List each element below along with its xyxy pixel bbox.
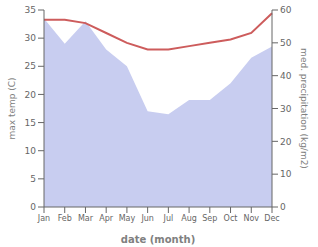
svg-text:Jul: Jul (163, 214, 174, 223)
svg-text:35: 35 (25, 5, 36, 15)
svg-text:5: 5 (30, 174, 36, 184)
svg-text:Apr: Apr (99, 214, 114, 223)
svg-text:Nov: Nov (243, 214, 259, 223)
svg-text:Aug: Aug (181, 214, 197, 223)
svg-text:Jan: Jan (37, 214, 50, 223)
svg-text:0: 0 (30, 202, 36, 212)
svg-text:20: 20 (280, 137, 292, 147)
svg-text:Oct: Oct (224, 214, 238, 223)
svg-text:med. precipitation (kg/m2): med. precipitation (kg/m2) (299, 48, 309, 169)
svg-text:30: 30 (25, 33, 37, 43)
svg-text:40: 40 (280, 71, 292, 81)
svg-text:30: 30 (280, 104, 292, 114)
svg-text:Sep: Sep (202, 214, 217, 223)
svg-text:15: 15 (25, 118, 36, 128)
svg-text:date (month): date (month) (121, 234, 195, 245)
svg-text:50: 50 (280, 38, 292, 48)
svg-text:Mar: Mar (78, 214, 94, 223)
svg-text:20: 20 (25, 90, 37, 100)
svg-text:10: 10 (280, 169, 292, 179)
svg-text:60: 60 (280, 5, 292, 15)
svg-text:Dec: Dec (264, 214, 279, 223)
svg-text:max temp (C): max temp (C) (8, 77, 17, 139)
svg-text:25: 25 (25, 61, 36, 71)
svg-text:10: 10 (25, 146, 37, 156)
svg-text:0: 0 (280, 202, 286, 212)
svg-text:Jun: Jun (140, 214, 154, 223)
svg-text:May: May (119, 214, 136, 223)
svg-text:Feb: Feb (58, 214, 72, 223)
